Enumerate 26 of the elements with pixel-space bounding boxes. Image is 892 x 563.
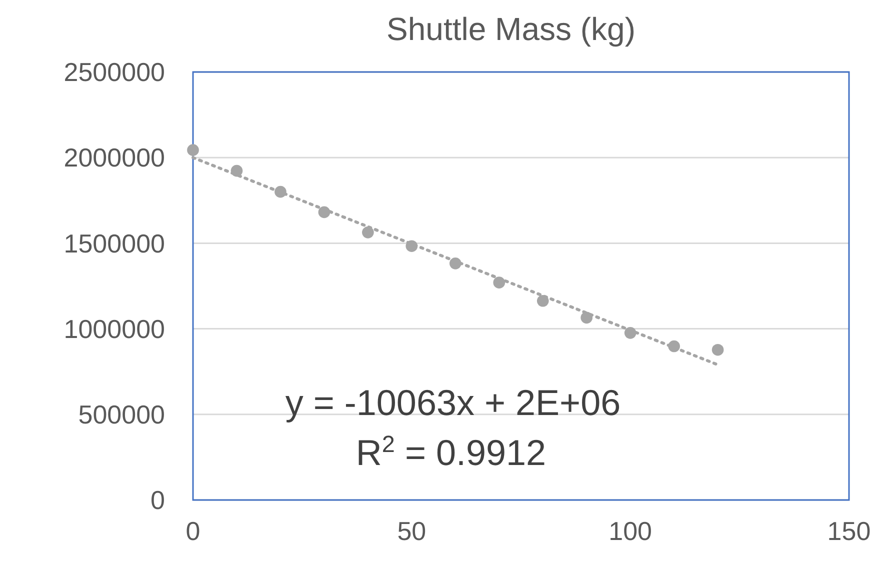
point xyxy=(624,327,636,339)
y-tick-label: 1500000 xyxy=(64,228,165,258)
x-tick-label: 50 xyxy=(397,516,426,546)
annotation: R$^{2}$ = 0.9912 xyxy=(356,431,546,473)
point xyxy=(493,276,506,288)
point xyxy=(362,226,374,238)
point xyxy=(318,206,330,218)
y-tick-label: 2500000 xyxy=(64,57,165,88)
point xyxy=(580,312,593,324)
point xyxy=(230,164,243,177)
point xyxy=(668,340,680,352)
point xyxy=(274,186,286,198)
y-tick-label: 500000 xyxy=(78,400,165,430)
chart-title: Shuttle Mass (kg) xyxy=(386,11,636,47)
x-tick-label: 100 xyxy=(608,516,652,546)
point xyxy=(712,344,724,356)
y-tick-label: 2000000 xyxy=(64,142,165,173)
point xyxy=(406,240,418,252)
y-tick-label: 1000000 xyxy=(64,314,165,344)
x-tick-label: 0 xyxy=(186,516,200,546)
point xyxy=(187,144,199,156)
point xyxy=(449,257,462,270)
x-tick-label: 150 xyxy=(827,516,871,546)
y-tick-label: 0 xyxy=(150,485,165,516)
point xyxy=(536,294,549,307)
annotation: y = -10063x + 2E+06 xyxy=(285,382,621,423)
